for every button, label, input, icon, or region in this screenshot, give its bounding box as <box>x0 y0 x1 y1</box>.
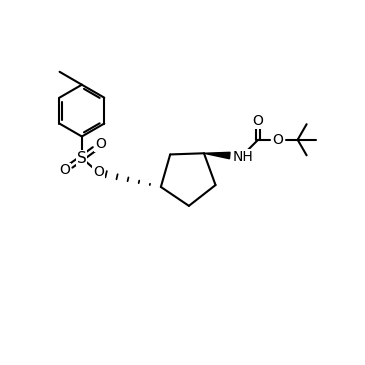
Text: O: O <box>272 133 283 147</box>
Text: O: O <box>253 114 264 128</box>
Text: S: S <box>77 150 87 166</box>
Text: O: O <box>95 137 106 151</box>
Text: NH: NH <box>232 150 253 164</box>
Text: O: O <box>59 163 70 177</box>
Text: O: O <box>93 165 104 180</box>
Polygon shape <box>204 152 230 159</box>
